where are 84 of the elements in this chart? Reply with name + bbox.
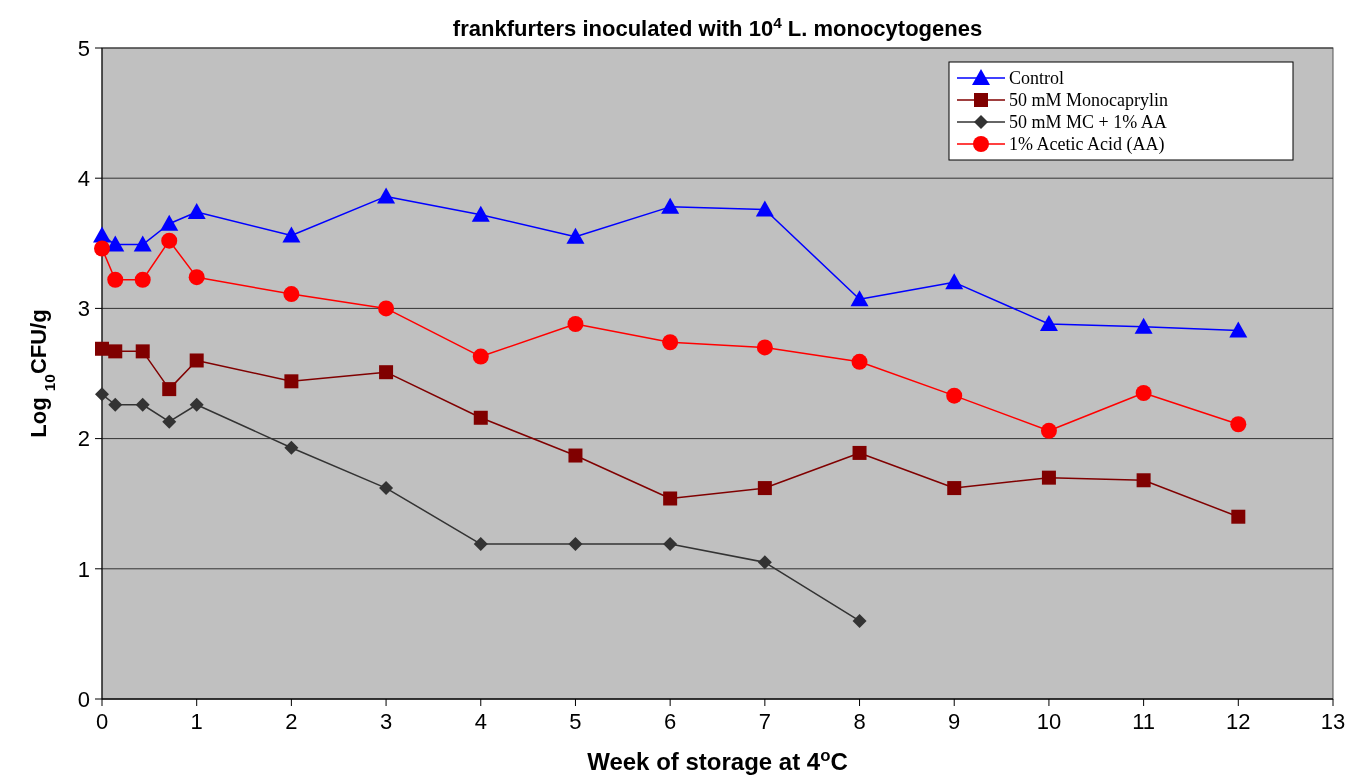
- point: [379, 481, 394, 496]
- point: [189, 353, 204, 368]
- point: [187, 203, 206, 220]
- point: [161, 232, 178, 249]
- x-tick-label: 9: [948, 709, 961, 734]
- point: [94, 240, 110, 257]
- legend-label: Control: [1009, 68, 1065, 89]
- point: [473, 410, 488, 425]
- point: [283, 286, 300, 303]
- point: [1039, 315, 1058, 332]
- y-tick-label: 4: [77, 165, 90, 191]
- legend-label: 50 mM MC + 1% AA: [1009, 112, 1167, 133]
- point: [850, 290, 869, 307]
- point: [95, 387, 109, 402]
- point: [567, 316, 584, 333]
- y-tick-label: 1: [77, 556, 90, 582]
- x-tick-label: 7: [758, 709, 771, 734]
- y-tick-label: 0: [77, 686, 90, 712]
- legend-label: 50 mM Monocaprylin: [1009, 90, 1168, 111]
- point: [662, 334, 679, 351]
- point: [1134, 317, 1153, 334]
- point: [1231, 509, 1246, 524]
- chart-title: frankfurters inoculated with 10$^{4}$ L. monocytogenes: [452, 13, 983, 41]
- x-tick-label: 12: [1226, 709, 1251, 734]
- x-tick-label: 10: [1036, 709, 1062, 734]
- point: [108, 344, 123, 359]
- point: [1229, 321, 1248, 338]
- point: [471, 205, 490, 222]
- x-tick-label: 11: [1132, 709, 1156, 734]
- point: [135, 397, 150, 412]
- point: [663, 491, 678, 506]
- y-tick-label: 5: [77, 35, 90, 61]
- point: [1135, 385, 1152, 402]
- x-tick-label: 6: [664, 709, 677, 734]
- point: [568, 537, 583, 552]
- point: [1136, 473, 1151, 488]
- point: [947, 481, 962, 496]
- y-tick-label: 3: [77, 296, 90, 322]
- point: [188, 269, 205, 286]
- point: [852, 445, 867, 460]
- point: [566, 227, 585, 244]
- point: [379, 365, 394, 380]
- point: [95, 341, 109, 356]
- point: [162, 382, 177, 397]
- y-tick-label: 2: [77, 426, 90, 452]
- point: [472, 348, 489, 365]
- point: [284, 374, 299, 389]
- point: [945, 273, 964, 290]
- point: [377, 187, 396, 204]
- point: [1230, 416, 1247, 433]
- point: [757, 481, 772, 496]
- legend-label: 1% Acetic Acid (AA): [1009, 134, 1165, 156]
- x-tick-label: 3: [379, 709, 393, 734]
- point: [160, 214, 179, 231]
- point: [162, 414, 177, 429]
- point: [282, 226, 301, 243]
- x-tick-label: 5: [569, 709, 582, 734]
- point: [852, 613, 867, 628]
- point: [189, 397, 204, 412]
- point: [284, 440, 299, 455]
- point: [1041, 470, 1056, 485]
- point: [1040, 422, 1057, 439]
- x-axis-title: Week of storage at 4$^{o}$C: [587, 745, 848, 775]
- point: [756, 339, 773, 356]
- point: [568, 448, 583, 463]
- point: [946, 387, 963, 404]
- point: [757, 555, 772, 570]
- point: [755, 200, 774, 217]
- point: [663, 537, 678, 552]
- x-tick-label: 13: [1320, 709, 1346, 734]
- point: [378, 300, 395, 317]
- point: [851, 353, 868, 370]
- point: [135, 344, 150, 359]
- point: [107, 271, 124, 288]
- point: [661, 197, 680, 214]
- point: [134, 271, 151, 288]
- x-tick-label: 2: [285, 709, 298, 734]
- x-tick-label: 8: [853, 709, 866, 734]
- x-tick-label: 0: [95, 709, 109, 734]
- point: [133, 235, 152, 252]
- point: [108, 397, 123, 412]
- point: [473, 537, 488, 552]
- x-tick-label: 4: [474, 709, 487, 734]
- x-tick-label: 1: [190, 709, 203, 734]
